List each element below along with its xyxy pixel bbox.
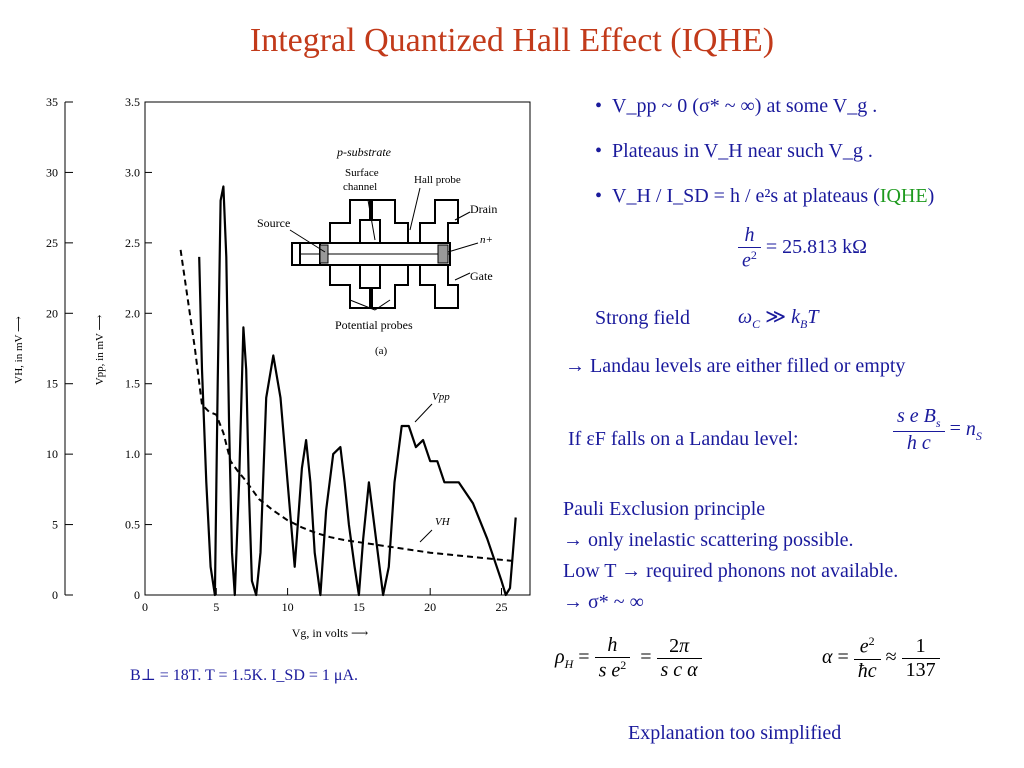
nplus-region bbox=[437, 244, 449, 264]
x-tick-label: 10 bbox=[282, 600, 294, 614]
vpp-curve-label: Vpp bbox=[432, 391, 450, 403]
strong-field-label: Strong field bbox=[595, 307, 690, 329]
nplus-label: n+ bbox=[480, 234, 493, 246]
x-axis-label: Vg, in volts ⟶ bbox=[292, 626, 369, 640]
landau-levels-text: → Landau levels are either filled or emp… bbox=[565, 355, 906, 377]
bullet-vpp: • V_pp ~ 0 (σ* ~ ∞) at some V_g . bbox=[595, 95, 878, 117]
left-tick-label: 10 bbox=[46, 447, 58, 461]
right-tick-label: 3.5 bbox=[125, 95, 140, 109]
bullet-plateaus: • Plateaus in V_H near such V_g . bbox=[595, 140, 873, 162]
vpp-label-leader bbox=[414, 403, 433, 423]
p-substrate-label: p-substrate bbox=[336, 145, 392, 159]
bullet-iqhe: • V_H / I_SD = h / e²s at plateaus (IQHE… bbox=[595, 185, 935, 207]
vpp-series-line bbox=[198, 185, 517, 597]
pauli-line-2: → only inelastic scattering possible. bbox=[563, 529, 854, 551]
left-tick-label: 25 bbox=[46, 236, 58, 250]
mosfet-inset-diagram: p-substrate Surface channel Hall probe S… bbox=[257, 145, 497, 357]
left-tick-label: 35 bbox=[46, 95, 58, 109]
x-tick-label: 0 bbox=[142, 600, 148, 614]
pauli-line-3: Low T → required phonons not available. bbox=[563, 560, 899, 582]
fermi-level-label: If εF falls on a Landau level: bbox=[568, 428, 799, 450]
drain-label: Drain bbox=[470, 202, 497, 216]
source-label: Source bbox=[257, 216, 290, 230]
x-tick-label: 25 bbox=[495, 600, 507, 614]
gate-label: Gate bbox=[470, 269, 493, 283]
x-tick-label: 5 bbox=[213, 600, 219, 614]
footer-note: Explanation too simplified bbox=[628, 722, 842, 744]
left-tick-label: 30 bbox=[46, 165, 58, 179]
right-tick-label: 3.0 bbox=[125, 165, 140, 179]
surface-label: Surface bbox=[345, 167, 379, 179]
potential-probes-label: Potential probes bbox=[335, 318, 413, 332]
x-tick-label: 20 bbox=[424, 600, 436, 614]
plot-frame bbox=[144, 101, 531, 596]
left-tick-label: 0 bbox=[52, 588, 58, 602]
right-tick-label: 2.5 bbox=[125, 236, 140, 250]
left-tick-label: 20 bbox=[46, 306, 58, 320]
channel-label: channel bbox=[343, 181, 377, 193]
left-tick-label: 5 bbox=[52, 518, 58, 532]
hall-probe-label: Hall probe bbox=[414, 174, 461, 186]
right-tick-label: 2.0 bbox=[125, 306, 140, 320]
strong-field-formula: ωC ≫ kBT bbox=[738, 306, 819, 331]
landau-fill-formula: s e Bs h c = nS bbox=[893, 405, 982, 455]
pauli-line-4: → σ* ~ ∞ bbox=[563, 591, 644, 613]
experimental-conditions: B⊥ = 18T. T = 1.5K. I_SD = 1 μA. bbox=[130, 667, 359, 684]
vh-curve-label: VH bbox=[435, 516, 451, 528]
fine-structure-formula: α = e2 ħc ≈ 1 137 bbox=[822, 634, 940, 683]
left-tick-label: 15 bbox=[46, 377, 58, 391]
right-tick-label: 1.5 bbox=[125, 377, 140, 391]
right-tick-label: 0.5 bbox=[125, 518, 140, 532]
panel-label: (a) bbox=[375, 345, 388, 357]
iqhe-highlight: IQHE bbox=[879, 185, 928, 207]
right-tick-label: 1.0 bbox=[125, 447, 140, 461]
h-over-e2-formula: h e2 = 25.813 kΩ bbox=[738, 224, 867, 273]
slide-title: Integral Quantized Hall Effect (IQHE) bbox=[249, 22, 775, 59]
left-axis-label: VH, in mV ⟶ bbox=[13, 316, 25, 384]
right-tick-label: 0 bbox=[134, 588, 140, 602]
vh-series-line bbox=[179, 249, 516, 563]
x-tick-label: 15 bbox=[353, 600, 365, 614]
pauli-line-1: Pauli Exclusion principle bbox=[563, 498, 766, 520]
vh-label-leader bbox=[419, 529, 433, 543]
right-axis-label: Vpp, in mV ⟶ bbox=[94, 314, 106, 385]
